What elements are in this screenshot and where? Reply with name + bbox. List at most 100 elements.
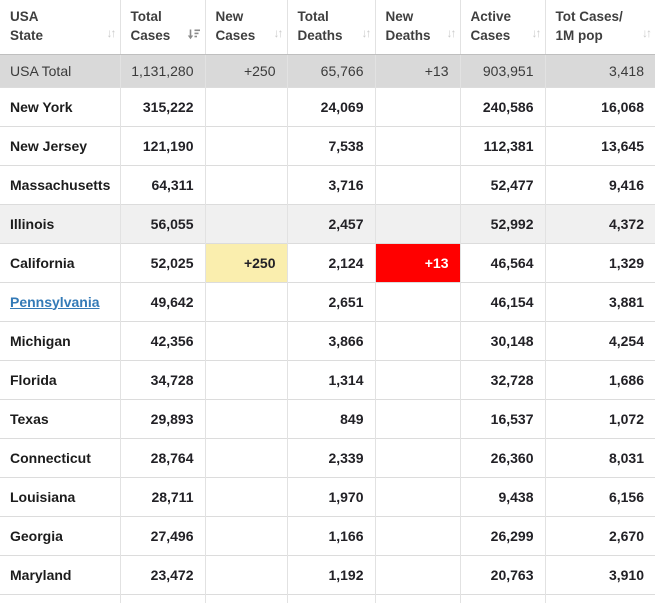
col-header-label: New Cases [215, 9, 256, 43]
cases-per-1m-cell: 6,156 [544, 476, 655, 516]
total-cases-cell: 27,496 [119, 515, 205, 555]
table-body: USA Total 1,131,280 +250 65,766 +13 903,… [0, 53, 655, 87]
state-cell: Massachusetts [0, 164, 120, 204]
active-cases-cell: 26,360 [459, 437, 545, 477]
new-deaths-cell [374, 203, 460, 243]
total-cases-cell: 56,055 [119, 203, 205, 243]
total-deaths-cell: 3,716 [286, 164, 375, 204]
table-row: Massachusetts 64,311 3,716 52,477 9,416 [0, 164, 655, 204]
new-deaths-cell [374, 125, 460, 165]
new-cases-cell [204, 554, 287, 594]
col-header-active-cases[interactable]: Active Cases ↓↑ [459, 0, 545, 55]
col-header-label: Total Cases [130, 9, 171, 43]
total-deaths-cell: 1,192 [286, 554, 375, 594]
table-row: Florida 34,728 1,314 32,728 1,686 [0, 359, 655, 399]
table-row: Texas 29,893 849 16,537 1,072 [0, 398, 655, 438]
total-cases-cell: 49,642 [119, 281, 205, 321]
tot-cases-per-1m-cell: 3,418 [544, 53, 655, 87]
new-cases-cell: +250 [204, 242, 287, 282]
state-cell: Louisiana [0, 476, 120, 516]
sort-unsorted-icon[interactable]: ↓↑ [106, 26, 117, 40]
cases-per-1m-cell: 4,254 [544, 320, 655, 360]
header-row: USA State ↓↑ Total Cases [0, 0, 655, 55]
active-cases-cell: 16,537 [459, 398, 545, 438]
table-row: New York 315,222 24,069 240,586 16,068 [0, 86, 655, 126]
new-cases-cell [204, 515, 287, 555]
table-row: Georgia 27,496 1,166 26,299 2,670 [0, 515, 655, 555]
total-deaths-cell: 1,314 [286, 359, 375, 399]
col-header-label: Active Cases [470, 9, 512, 43]
new-cases-cell [204, 86, 287, 126]
state-cell: California [0, 242, 120, 282]
state-cell: USA Total [0, 53, 120, 87]
active-cases-cell: 240,586 [459, 86, 545, 126]
col-header-new-cases[interactable]: New Cases ↓↑ [204, 0, 287, 55]
sort-unsorted-icon[interactable]: ↓↑ [531, 26, 542, 40]
active-cases-cell: 112,381 [459, 125, 545, 165]
state-cell: Texas [0, 398, 120, 438]
new-cases-cell [204, 398, 287, 438]
active-cases-cell: 20,763 [459, 554, 545, 594]
state-cell: Connecticut [0, 437, 120, 477]
cases-per-1m-cell: 1,686 [544, 359, 655, 399]
new-cases-cell [204, 476, 287, 516]
new-cases-cell [204, 281, 287, 321]
sort-unsorted-icon[interactable]: ↓↑ [642, 26, 652, 40]
new-cases-cell [204, 125, 287, 165]
sort-unsorted-icon[interactable]: ↓↑ [273, 26, 284, 40]
state-cell: Maryland [0, 554, 120, 594]
table-row: New Jersey 121,190 7,538 112,381 13,645 [0, 125, 655, 165]
active-cases-cell: 903,951 [459, 53, 545, 87]
new-deaths-cell [374, 320, 460, 360]
state-link[interactable]: Pennsylvania [10, 293, 100, 310]
new-deaths-cell [374, 281, 460, 321]
sort-unsorted-icon[interactable]: ↓↑ [446, 26, 457, 40]
total-deaths-cell: 1,970 [286, 476, 375, 516]
total-deaths-cell: 2,339 [286, 437, 375, 477]
new-deaths-cell: +13 [374, 53, 460, 87]
active-cases-cell: 52,992 [459, 203, 545, 243]
cases-per-1m-cell: 13,645 [544, 125, 655, 165]
state-cell: New Jersey [0, 125, 120, 165]
total-cases-cell: 64,311 [119, 164, 205, 204]
table-row: Louisiana 28,711 1,970 9,438 6,156 [0, 476, 655, 516]
total-cases-cell: 28,711 [119, 476, 205, 516]
table-row: Illinois 56,055 2,457 52,992 4,372 [0, 203, 655, 243]
total-cases-cell: 121,190 [119, 125, 205, 165]
partial-bottom-row-body [0, 593, 655, 603]
total-cases-cell: 28,764 [119, 437, 205, 477]
table-row: Maryland 23,472 1,192 20,763 3,910 [0, 554, 655, 594]
cases-per-1m-cell: 8,031 [544, 437, 655, 477]
total-deaths-cell: 65,766 [286, 53, 375, 87]
col-header-new-deaths[interactable]: New Deaths ↓↑ [374, 0, 460, 55]
total-cases-cell: 42,356 [119, 320, 205, 360]
sort-unsorted-icon[interactable]: ↓↑ [361, 26, 372, 40]
col-header-usa-state[interactable]: USA State ↓↑ [0, 0, 120, 55]
new-cases-cell [204, 437, 287, 477]
col-header-total-cases[interactable]: Total Cases [119, 0, 205, 55]
new-cases-cell [204, 203, 287, 243]
total-deaths-cell: 3,866 [286, 320, 375, 360]
cases-per-1m-cell: 1,329 [544, 242, 655, 282]
new-deaths-cell [374, 398, 460, 438]
col-header-label: New Deaths [385, 9, 431, 43]
table-row: Pennsylvania 49,642 2,651 46,154 3,881 [0, 281, 655, 321]
new-cases-cell [204, 359, 287, 399]
new-deaths-cell [374, 359, 460, 399]
col-header-label: Tot Cases/ 1M pop [555, 9, 623, 43]
state-rows-body: New York 315,222 24,069 240,586 16,068 New Je… [0, 86, 655, 594]
total-cases-cell: 52,025 [119, 242, 205, 282]
table-row: Michigan 42,356 3,866 30,148 4,254 [0, 320, 655, 360]
sort-descending-active-icon[interactable] [187, 28, 200, 44]
col-header-total-deaths[interactable]: Total Deaths ↓↑ [286, 0, 375, 55]
cases-per-1m-cell: 2,670 [544, 515, 655, 555]
cases-per-1m-cell: 9,416 [544, 164, 655, 204]
new-deaths-cell [374, 164, 460, 204]
new-deaths-cell [374, 86, 460, 126]
table-header: USA State ↓↑ Total Cases [0, 0, 655, 55]
col-header-label: Total Deaths [297, 9, 343, 43]
col-header-tot-cases-per-1m[interactable]: Tot Cases/ 1M pop ↓↑ [544, 0, 655, 55]
total-deaths-cell: 7,538 [286, 125, 375, 165]
active-cases-cell: 46,154 [459, 281, 545, 321]
